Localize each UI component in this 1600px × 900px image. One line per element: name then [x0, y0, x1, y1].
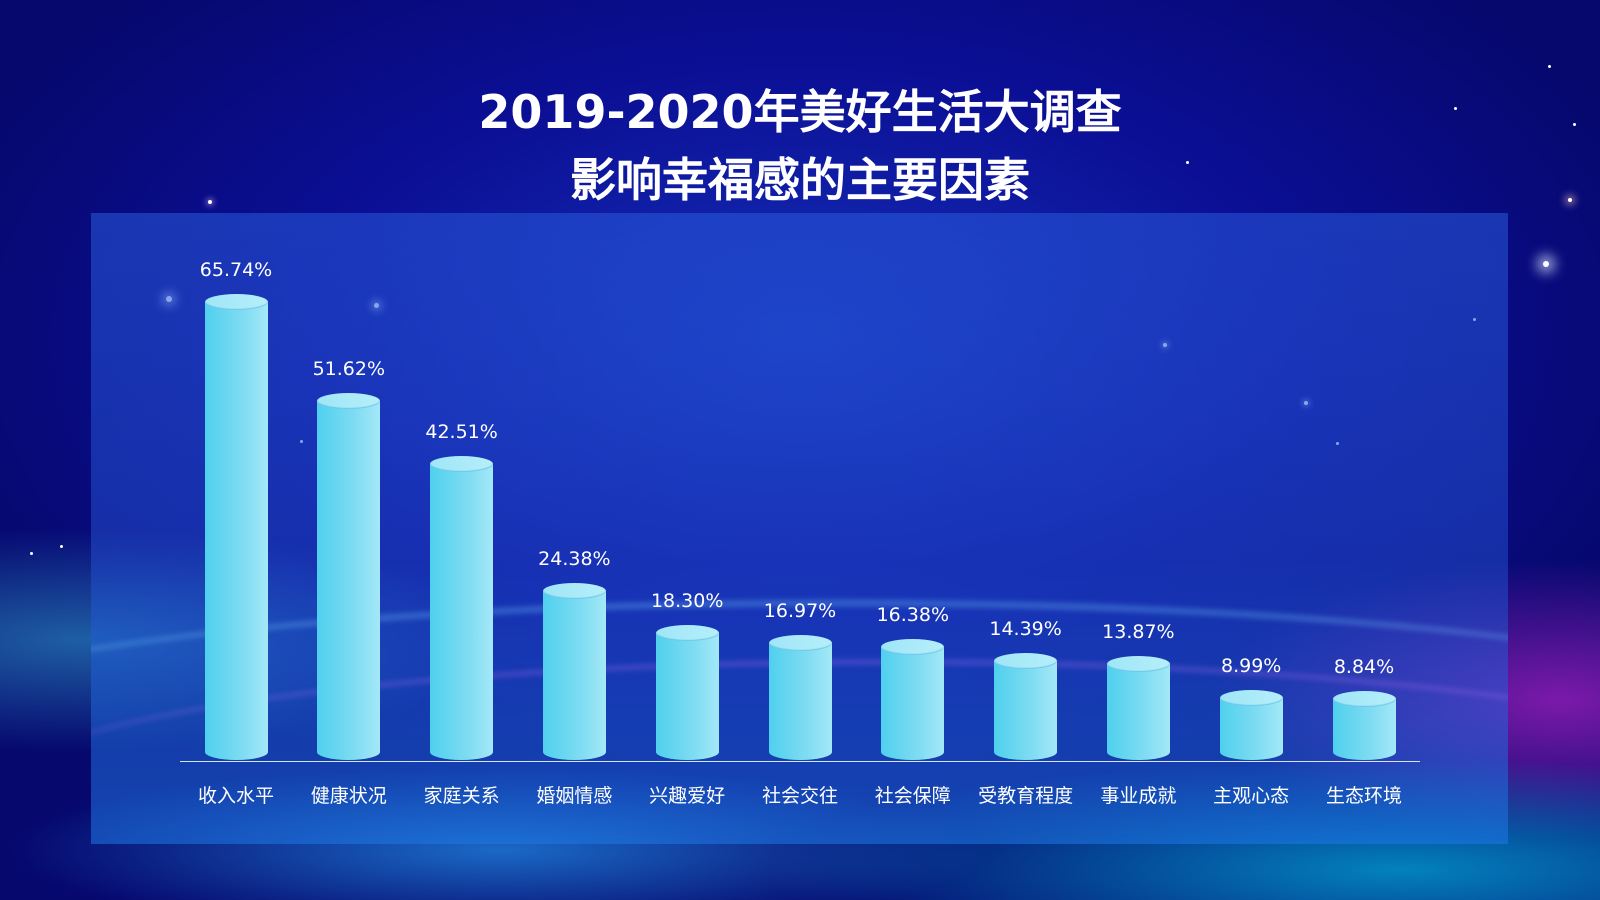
bar-cap: [1332, 691, 1396, 708]
bar[interactable]: [317, 392, 381, 760]
category-label: 家庭关系: [423, 785, 500, 807]
bar[interactable]: [204, 294, 268, 760]
bar-cap: [1219, 690, 1283, 707]
chart-subtitle: 影响幸福感的主要因素: [570, 153, 1030, 207]
data-label: 24.38%: [538, 547, 611, 570]
category-label: 收入水平: [197, 785, 274, 807]
data-label: 13.87%: [1102, 621, 1175, 644]
bar-cap: [317, 392, 381, 409]
bar[interactable]: [1106, 656, 1170, 760]
bar-cap: [542, 582, 606, 599]
data-label: 18.30%: [650, 590, 724, 613]
bar-cap: [1106, 656, 1170, 673]
bar-cap: [204, 294, 268, 311]
category-label: 受教育程度: [978, 785, 1074, 807]
category-label: 婚姻情感: [536, 785, 613, 807]
bar[interactable]: [881, 638, 945, 760]
bar[interactable]: [542, 582, 606, 760]
data-label: 65.74%: [199, 259, 273, 282]
bar[interactable]: [430, 456, 494, 760]
bar[interactable]: [1332, 691, 1396, 760]
category-label: 兴趣爱好: [649, 785, 726, 807]
bar[interactable]: [655, 625, 719, 760]
category-label: 健康状况: [310, 785, 387, 807]
x-axis-line: [180, 761, 1420, 762]
bar-cap: [994, 652, 1058, 669]
bar[interactable]: [994, 652, 1058, 760]
data-label: 14.39%: [989, 617, 1062, 640]
bar[interactable]: [1219, 690, 1283, 760]
data-label: 51.62%: [312, 357, 386, 380]
category-label: 社会保障: [874, 785, 951, 807]
data-label: 16.97%: [763, 599, 837, 622]
category-label: 社会交往: [761, 785, 838, 807]
chart-title: 2019-2020年美好生活大调查: [478, 85, 1122, 139]
category-label: 主观心态: [1213, 785, 1290, 807]
bar[interactable]: [768, 634, 832, 760]
data-label: 8.99%: [1221, 655, 1282, 678]
category-label: 事业成就: [1100, 785, 1177, 807]
bar-cap: [655, 625, 719, 642]
data-label: 8.84%: [1333, 656, 1395, 679]
bar-cap: [768, 634, 832, 651]
bar-cap: [430, 456, 494, 473]
category-label: 生态环境: [1325, 785, 1402, 807]
bar-cap: [881, 638, 945, 655]
data-label: 16.38%: [876, 603, 950, 626]
data-label: 42.51%: [425, 421, 498, 444]
